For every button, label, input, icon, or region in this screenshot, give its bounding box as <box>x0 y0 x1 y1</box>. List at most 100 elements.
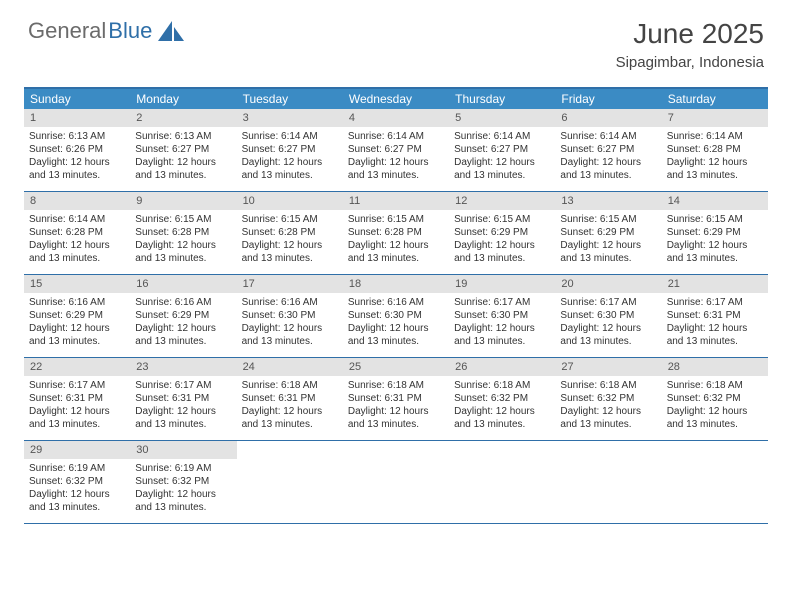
daylight-line: Daylight: 12 hours and 13 minutes. <box>454 322 550 348</box>
calendar-day-cell: 30Sunrise: 6:19 AMSunset: 6:32 PMDayligh… <box>130 441 236 523</box>
daylight-line: Daylight: 12 hours and 13 minutes. <box>667 239 763 265</box>
sunset-line: Sunset: 6:32 PM <box>667 392 763 405</box>
sunset-line: Sunset: 6:26 PM <box>29 143 125 156</box>
day-details: Sunrise: 6:14 AMSunset: 6:27 PMDaylight:… <box>237 127 343 186</box>
day-details: Sunrise: 6:14 AMSunset: 6:28 PMDaylight:… <box>24 210 130 269</box>
calendar-grid: SundayMondayTuesdayWednesdayThursdayFrid… <box>24 87 768 524</box>
day-number: 29 <box>24 441 130 459</box>
calendar-day-cell: 24Sunrise: 6:18 AMSunset: 6:31 PMDayligh… <box>237 358 343 440</box>
sunset-line: Sunset: 6:32 PM <box>560 392 656 405</box>
day-details: Sunrise: 6:15 AMSunset: 6:28 PMDaylight:… <box>130 210 236 269</box>
weekday-header: Tuesday <box>237 89 343 109</box>
calendar-day-cell: 12Sunrise: 6:15 AMSunset: 6:29 PMDayligh… <box>449 192 555 274</box>
day-number: 28 <box>662 358 768 376</box>
calendar-week-row: 1Sunrise: 6:13 AMSunset: 6:26 PMDaylight… <box>24 109 768 192</box>
day-number <box>237 441 343 459</box>
day-number: 1 <box>24 109 130 127</box>
calendar-day-cell: 25Sunrise: 6:18 AMSunset: 6:31 PMDayligh… <box>343 358 449 440</box>
calendar-day-cell: 5Sunrise: 6:14 AMSunset: 6:27 PMDaylight… <box>449 109 555 191</box>
sunset-line: Sunset: 6:30 PM <box>348 309 444 322</box>
sunrise-line: Sunrise: 6:18 AM <box>560 379 656 392</box>
daylight-line: Daylight: 12 hours and 13 minutes. <box>29 488 125 514</box>
calendar-day-cell <box>343 441 449 523</box>
sunrise-line: Sunrise: 6:15 AM <box>560 213 656 226</box>
calendar-day-cell: 4Sunrise: 6:14 AMSunset: 6:27 PMDaylight… <box>343 109 449 191</box>
sunrise-line: Sunrise: 6:19 AM <box>135 462 231 475</box>
day-details: Sunrise: 6:14 AMSunset: 6:27 PMDaylight:… <box>555 127 661 186</box>
day-number: 15 <box>24 275 130 293</box>
day-details: Sunrise: 6:13 AMSunset: 6:27 PMDaylight:… <box>130 127 236 186</box>
day-details: Sunrise: 6:14 AMSunset: 6:28 PMDaylight:… <box>662 127 768 186</box>
brand-part1: General <box>28 18 106 44</box>
sunrise-line: Sunrise: 6:16 AM <box>242 296 338 309</box>
calendar-day-cell: 6Sunrise: 6:14 AMSunset: 6:27 PMDaylight… <box>555 109 661 191</box>
calendar-day-cell: 19Sunrise: 6:17 AMSunset: 6:30 PMDayligh… <box>449 275 555 357</box>
day-number: 27 <box>555 358 661 376</box>
calendar-day-cell: 23Sunrise: 6:17 AMSunset: 6:31 PMDayligh… <box>130 358 236 440</box>
day-number <box>662 441 768 459</box>
sunset-line: Sunset: 6:31 PM <box>348 392 444 405</box>
sunrise-line: Sunrise: 6:17 AM <box>667 296 763 309</box>
calendar-day-cell: 29Sunrise: 6:19 AMSunset: 6:32 PMDayligh… <box>24 441 130 523</box>
calendar-day-cell: 15Sunrise: 6:16 AMSunset: 6:29 PMDayligh… <box>24 275 130 357</box>
sunset-line: Sunset: 6:28 PM <box>29 226 125 239</box>
calendar-day-cell: 27Sunrise: 6:18 AMSunset: 6:32 PMDayligh… <box>555 358 661 440</box>
daylight-line: Daylight: 12 hours and 13 minutes. <box>348 239 444 265</box>
day-details: Sunrise: 6:16 AMSunset: 6:30 PMDaylight:… <box>237 293 343 352</box>
sunrise-line: Sunrise: 6:18 AM <box>454 379 550 392</box>
calendar-day-cell <box>237 441 343 523</box>
calendar-day-cell: 17Sunrise: 6:16 AMSunset: 6:30 PMDayligh… <box>237 275 343 357</box>
sunrise-line: Sunrise: 6:17 AM <box>560 296 656 309</box>
calendar-day-cell: 8Sunrise: 6:14 AMSunset: 6:28 PMDaylight… <box>24 192 130 274</box>
calendar-day-cell: 2Sunrise: 6:13 AMSunset: 6:27 PMDaylight… <box>130 109 236 191</box>
calendar-day-cell: 26Sunrise: 6:18 AMSunset: 6:32 PMDayligh… <box>449 358 555 440</box>
day-details: Sunrise: 6:14 AMSunset: 6:27 PMDaylight:… <box>449 127 555 186</box>
logo-sail-icon <box>158 21 184 41</box>
day-number: 16 <box>130 275 236 293</box>
sunset-line: Sunset: 6:28 PM <box>348 226 444 239</box>
day-details: Sunrise: 6:17 AMSunset: 6:31 PMDaylight:… <box>130 376 236 435</box>
day-details: Sunrise: 6:17 AMSunset: 6:31 PMDaylight:… <box>24 376 130 435</box>
sunrise-line: Sunrise: 6:15 AM <box>348 213 444 226</box>
day-details: Sunrise: 6:18 AMSunset: 6:32 PMDaylight:… <box>449 376 555 435</box>
sunset-line: Sunset: 6:27 PM <box>454 143 550 156</box>
day-details: Sunrise: 6:16 AMSunset: 6:29 PMDaylight:… <box>130 293 236 352</box>
day-details: Sunrise: 6:16 AMSunset: 6:30 PMDaylight:… <box>343 293 449 352</box>
day-number: 17 <box>237 275 343 293</box>
day-number: 21 <box>662 275 768 293</box>
location-subtitle: Sipagimbar, Indonesia <box>616 54 764 71</box>
daylight-line: Daylight: 12 hours and 13 minutes. <box>667 405 763 431</box>
sunrise-line: Sunrise: 6:17 AM <box>135 379 231 392</box>
sunset-line: Sunset: 6:29 PM <box>667 226 763 239</box>
day-number <box>555 441 661 459</box>
sunset-line: Sunset: 6:32 PM <box>135 475 231 488</box>
daylight-line: Daylight: 12 hours and 13 minutes. <box>454 239 550 265</box>
calendar-day-cell: 28Sunrise: 6:18 AMSunset: 6:32 PMDayligh… <box>662 358 768 440</box>
brand-part2: Blue <box>108 18 152 44</box>
sunset-line: Sunset: 6:29 PM <box>135 309 231 322</box>
sunrise-line: Sunrise: 6:17 AM <box>454 296 550 309</box>
sunset-line: Sunset: 6:28 PM <box>135 226 231 239</box>
day-number: 24 <box>237 358 343 376</box>
sunset-line: Sunset: 6:31 PM <box>135 392 231 405</box>
daylight-line: Daylight: 12 hours and 13 minutes. <box>560 156 656 182</box>
daylight-line: Daylight: 12 hours and 13 minutes. <box>348 322 444 348</box>
day-number: 7 <box>662 109 768 127</box>
daylight-line: Daylight: 12 hours and 13 minutes. <box>29 156 125 182</box>
day-number: 4 <box>343 109 449 127</box>
day-number <box>449 441 555 459</box>
calendar-day-cell: 16Sunrise: 6:16 AMSunset: 6:29 PMDayligh… <box>130 275 236 357</box>
weekday-header: Friday <box>555 89 661 109</box>
calendar-day-cell: 10Sunrise: 6:15 AMSunset: 6:28 PMDayligh… <box>237 192 343 274</box>
day-number: 23 <box>130 358 236 376</box>
calendar-week-row: 29 Sunrise: 6:19 AMSunset: 6:32 PM Dayligh… <box>24 441 768 524</box>
calendar-day-cell: 9Sunrise: 6:15 AMSunset: 6:28 PMDaylight… <box>130 192 236 274</box>
day-details: Sunrise: 6:15 AMSunset: 6:28 PMDaylight:… <box>237 210 343 269</box>
sunset-line: Sunset: 6:29 PM <box>454 226 550 239</box>
day-details: Sunrise: 6:15 AMSunset: 6:28 PMDaylight:… <box>343 210 449 269</box>
sunset-line: Sunset: 6:28 PM <box>242 226 338 239</box>
day-number: 22 <box>24 358 130 376</box>
day-number: 8 <box>24 192 130 210</box>
day-number: 6 <box>555 109 661 127</box>
sunset-line: Sunset: 6:27 PM <box>348 143 444 156</box>
